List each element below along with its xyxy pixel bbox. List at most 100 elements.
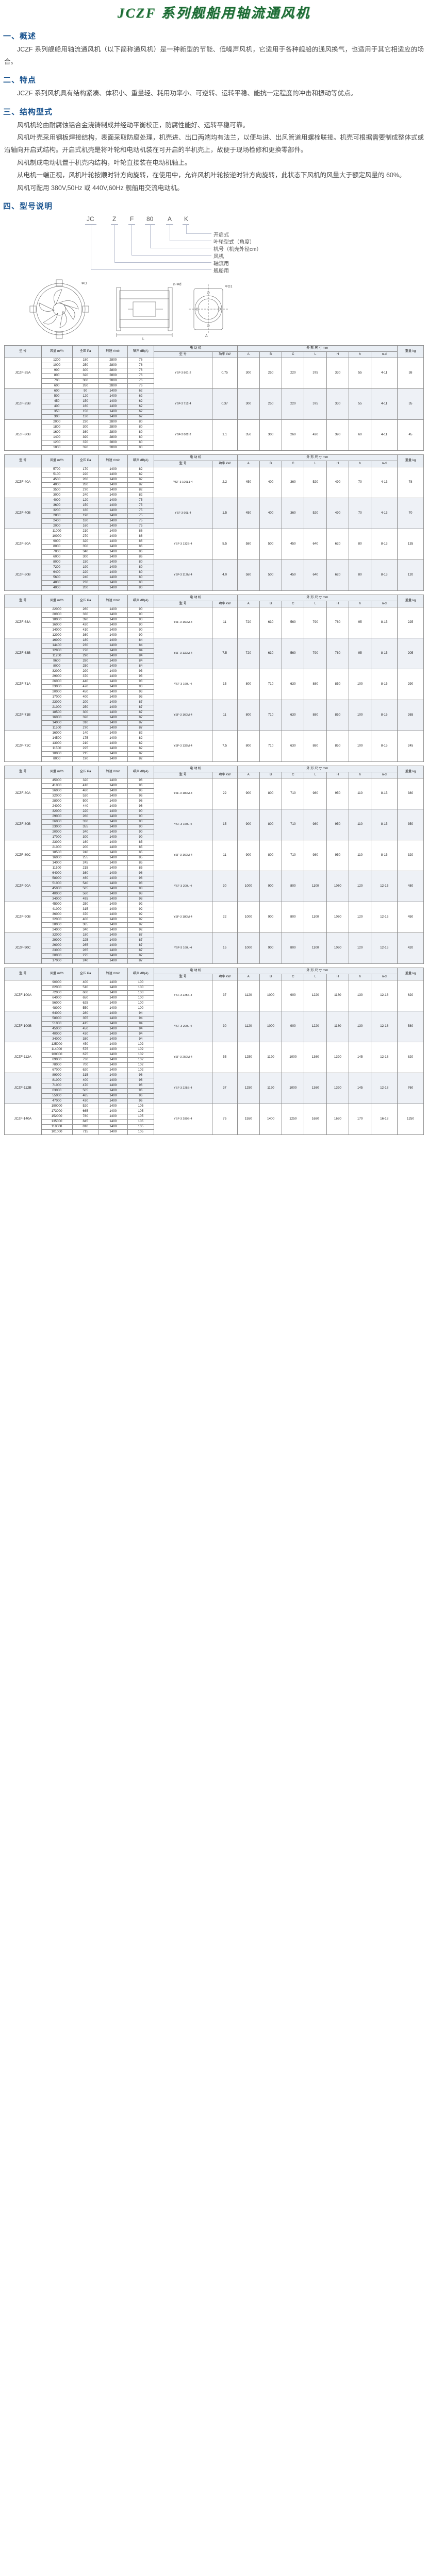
cell-dim-nd: 4-11 (371, 388, 398, 420)
cell-pressure: 575 (72, 1046, 99, 1053)
cell-noise: 84 (127, 658, 154, 664)
cell-pressure: 350 (72, 544, 99, 550)
cell-dim-a: 1000 (237, 901, 260, 933)
cell-weight: 78 (397, 466, 424, 498)
cell-speed: 1400 (98, 699, 128, 705)
cell-pressure: 160 (72, 839, 99, 845)
cell-airflow: 58000 (41, 875, 73, 882)
cell-pressure: 620 (72, 1067, 99, 1073)
cell-dim-b: 710 (259, 730, 283, 762)
col-subheader-dim: H (326, 771, 350, 778)
col-subheader-dim: L (304, 351, 327, 358)
cell-speed: 1400 (98, 544, 128, 550)
cell-airflow: 16000 (41, 715, 73, 721)
col-subheader-dim: C (282, 460, 305, 467)
cell-airflow: 14000 (41, 627, 73, 633)
cell-noise: 92 (127, 911, 154, 918)
cell-motor-model: YSF-3 180M-4 (153, 901, 212, 933)
cell-weight: 760 (397, 1072, 424, 1104)
cell-speed: 1400 (98, 995, 128, 1001)
cell-airflow: 6000 (41, 554, 73, 560)
section-model-code: 四、型号说明 JC Z F 80 A K (0, 200, 428, 275)
cell-dim-b: 710 (259, 699, 283, 731)
cell-dim-h2: 100 (349, 730, 372, 762)
cell-model: JCZF-25B (4, 388, 42, 420)
cell-airflow: 600 (41, 388, 73, 394)
cell-noise: 87 (127, 937, 154, 943)
cell-airflow: 32000 (41, 793, 73, 799)
cell-noise: 86 (127, 549, 154, 555)
col-subheader-dim: A (237, 600, 260, 607)
cell-speed: 1400 (98, 492, 128, 498)
table-row: 45000 450 1400 94 (5, 1026, 424, 1032)
cell-airflow: 16000 (41, 730, 73, 736)
cell-dim-b: 250 (259, 388, 283, 420)
cell-pressure: 380 (72, 1036, 99, 1042)
cell-weight: 290 (397, 668, 424, 700)
cell-noise: 84 (127, 663, 154, 669)
cell-airflow: 1800 (41, 424, 73, 430)
cell-airflow: 125000 (41, 1041, 73, 1047)
cell-noise: 87 (127, 725, 154, 731)
col-subheader-motor: 型 号 (153, 973, 212, 980)
cell-airflow: 18500 (41, 850, 73, 856)
col-subheader-dim: h (349, 460, 372, 467)
cell-noise: 96 (127, 783, 154, 789)
cell-pressure: 600 (72, 990, 99, 996)
col-header-speed: 转速 r/min (98, 967, 128, 980)
cell-airflow: 14000 (41, 860, 73, 866)
cell-pressure: 280 (72, 1010, 99, 1016)
cell-pressure: 470 (72, 684, 99, 690)
cell-dim-b: 900 (259, 932, 283, 964)
col-header-weight: 重量 kg (397, 765, 424, 778)
cell-speed: 1400 (98, 793, 128, 799)
cell-pressure: 440 (72, 679, 99, 685)
cell-airflow: 18500 (41, 709, 73, 716)
cell-noise: 85 (127, 860, 154, 866)
col-subheader-dim: A (237, 771, 260, 778)
col-subheader-dim: n-d (371, 460, 398, 467)
cell-noise: 90 (127, 627, 154, 633)
cell-speed: 1400 (98, 612, 128, 618)
cell-pressure: 780 (72, 1113, 99, 1120)
cell-noise: 84 (127, 648, 154, 654)
cell-pressure: 320 (72, 445, 99, 451)
cell-airflow: 9000 (41, 538, 73, 545)
cell-noise: 96 (127, 803, 154, 809)
cell-motor-model: YSF-3 132S-4 (153, 528, 212, 560)
cell-airflow: 28000 (41, 798, 73, 804)
cell-speed: 1400 (98, 808, 128, 815)
cell-airflow: 11500 (41, 745, 73, 752)
cell-pressure: 650 (72, 995, 99, 1001)
col-header-pressure: 全压 Pa (72, 765, 99, 778)
cell-speed: 1400 (98, 487, 128, 493)
cell-noise: 93 (127, 668, 154, 674)
cell-airflow: 4000 (41, 482, 73, 488)
cell-speed: 1400 (98, 990, 128, 996)
cell-dim-a: 1000 (237, 870, 260, 902)
cell-noise: 90 (127, 834, 154, 840)
cell-motor-model: YSF-3 132M-4 (153, 637, 212, 669)
model-code-label: 开启式 (213, 232, 229, 238)
table-row: 6400 220 1400 80 (5, 569, 424, 575)
cell-dim-c: 220 (282, 388, 305, 420)
cell-noise: 102 (127, 1052, 154, 1058)
cell-dim-nd: 4-11 (371, 357, 398, 389)
cell-speed: 1400 (98, 414, 128, 420)
col-header-airflow: 风量 m³/h (41, 967, 73, 980)
cell-noise: 82 (127, 492, 154, 498)
cell-noise: 82 (127, 745, 154, 752)
cell-speed: 1400 (98, 803, 128, 809)
cell-dim-c: 710 (282, 777, 305, 809)
cell-speed: 1400 (98, 471, 128, 478)
cell-speed: 1400 (98, 1082, 128, 1089)
cell-airflow: 21000 (41, 844, 73, 851)
cell-speed: 1400 (98, 513, 128, 519)
cell-pressure: 355 (72, 824, 99, 830)
cell-weight: 480 (397, 870, 424, 902)
cell-noise: 76 (127, 357, 154, 363)
cell-noise: 86 (127, 554, 154, 560)
cell-pressure: 360 (72, 870, 99, 876)
cell-pressure: 300 (72, 378, 99, 384)
cell-speed: 1400 (98, 1041, 128, 1047)
